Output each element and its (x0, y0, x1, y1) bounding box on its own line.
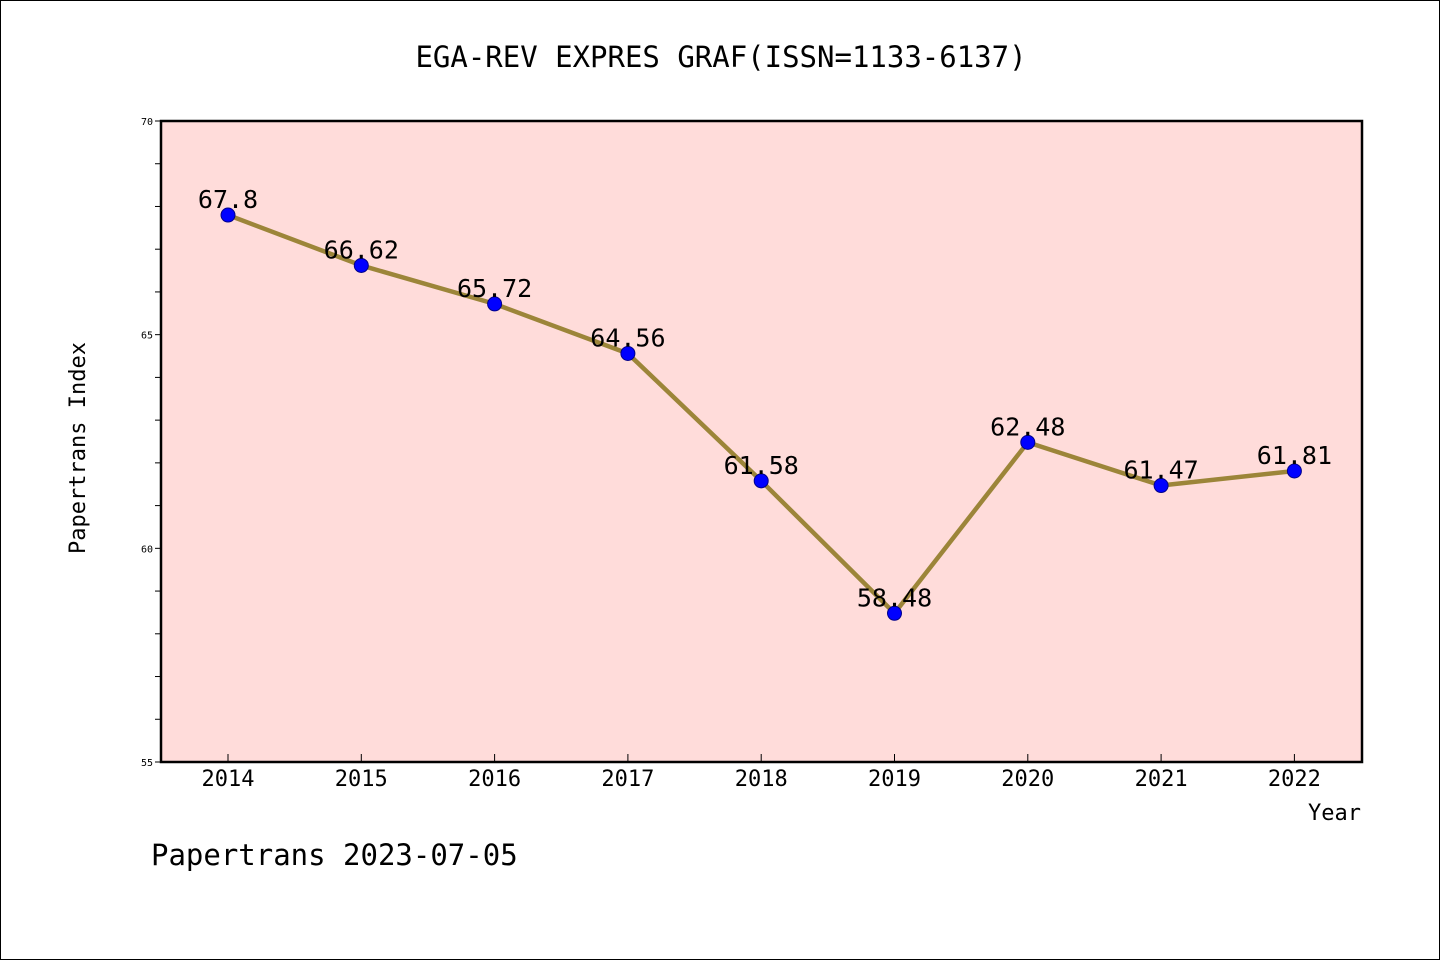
x-tick-label: 2015 (335, 767, 388, 792)
x-tick-label: 2021 (1135, 767, 1188, 792)
data-label: 61.81 (1257, 441, 1332, 470)
plot-area (159, 119, 1364, 764)
data-point (1020, 434, 1036, 450)
y-tick-label: 55 (141, 758, 153, 769)
data-label: 66.62 (324, 235, 399, 264)
data-point (887, 605, 902, 621)
x-tick-label: 2018 (735, 767, 788, 792)
y-axis: 55 60 65 70 (141, 117, 161, 769)
footer-text: Papertrans 2023-07-05 (151, 838, 518, 872)
data-point (220, 207, 236, 223)
x-tick-label: 2017 (601, 767, 654, 792)
data-point (487, 296, 503, 312)
y-tick-label: 70 (141, 117, 153, 128)
x-axis-label: Year (1308, 801, 1361, 826)
x-tick-label: 2020 (1001, 767, 1054, 792)
data-label: 62.48 (990, 412, 1065, 441)
x-tick-label: 2019 (868, 767, 921, 792)
x-tick-label: 2016 (468, 767, 521, 792)
data-point (1153, 478, 1169, 494)
x-axis: 2014 2015 2016 2017 2018 2019 2020 2021 2022 (202, 754, 1321, 792)
series-line-group: 67.8 66.62 65.72 64.56 61.58 58.48 62.48 61.47 6… (198, 185, 1332, 621)
data-label: 58.48 (857, 583, 932, 612)
data-point (753, 473, 769, 489)
y-tick-label: 60 (141, 544, 153, 555)
data-label: 67.8 (198, 185, 258, 214)
data-label: 61.58 (724, 451, 799, 480)
y-axis-label: Papertrans Index (66, 342, 91, 554)
data-point (353, 257, 369, 273)
data-point (1286, 463, 1302, 479)
x-tick-label: 2014 (202, 767, 255, 792)
data-label: 65.72 (457, 274, 532, 303)
data-label: 61.47 (1123, 456, 1198, 485)
data-point (620, 345, 636, 361)
chart-title: EGA-REV EXPRES GRAF(ISSN=1133-6137) (415, 40, 1026, 74)
y-tick-label: 65 (141, 331, 153, 342)
data-label: 64.56 (590, 323, 665, 352)
x-tick-label: 2022 (1268, 767, 1321, 792)
